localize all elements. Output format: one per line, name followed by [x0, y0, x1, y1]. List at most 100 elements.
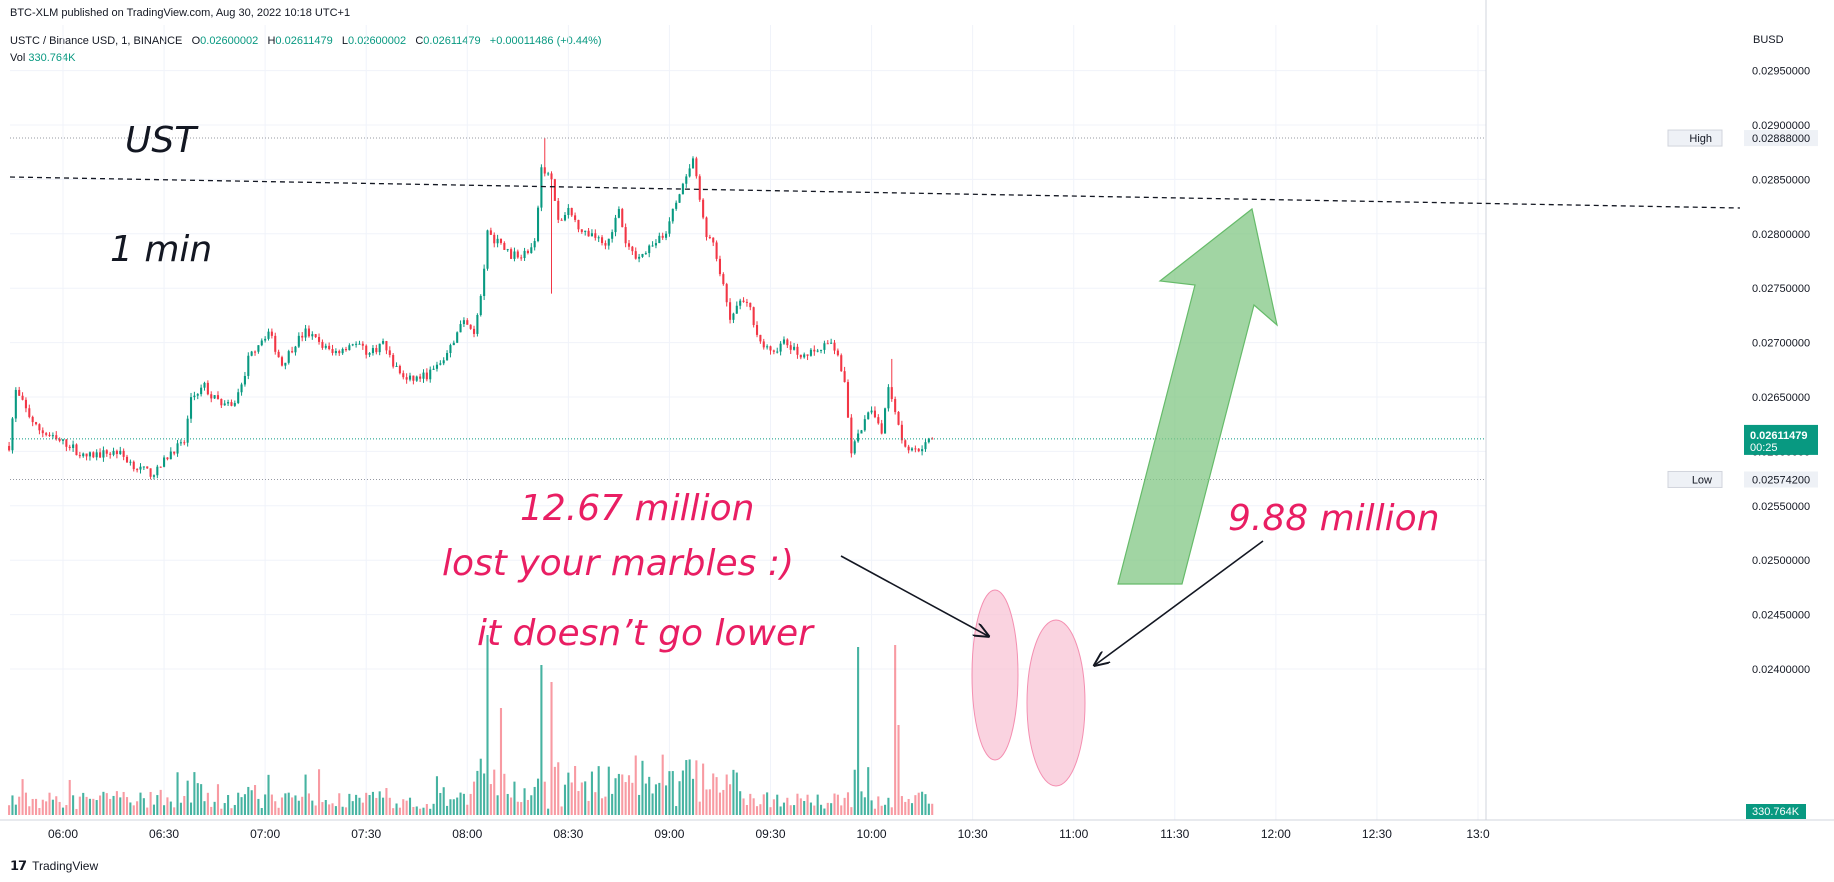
volume-bar: [85, 796, 88, 815]
volume-bar: [223, 803, 226, 815]
volume-bar: [264, 794, 267, 815]
candle-body: [604, 243, 607, 246]
candle-body: [334, 351, 337, 354]
candle-body: [163, 457, 166, 467]
candle-body: [405, 377, 408, 380]
price-tick-label: 0.02700000: [1752, 338, 1810, 350]
volume-bar: [483, 773, 486, 815]
candle-body: [914, 448, 917, 450]
volume-bar: [752, 798, 755, 815]
candle-body: [661, 235, 664, 238]
volume-bar: [365, 792, 368, 815]
candle-body: [240, 384, 243, 393]
candle-body: [375, 348, 378, 353]
candle-body: [654, 243, 657, 246]
volume-bar: [419, 808, 422, 815]
candle-body: [493, 234, 496, 244]
volume-bar: [611, 793, 614, 815]
volume-bar: [294, 795, 297, 815]
candle-body: [274, 335, 277, 352]
candle-body: [557, 200, 560, 220]
volume-bar: [806, 794, 809, 815]
volume-bar: [809, 802, 812, 815]
volume-bar: [452, 799, 455, 815]
candle-body: [641, 253, 644, 257]
volume-bar: [24, 792, 27, 815]
volume-bar: [358, 797, 361, 815]
footer[interactable]: 𝟭𝟳 TradingView: [10, 858, 98, 874]
volume-bar: [112, 795, 115, 815]
volume-bar: [375, 797, 378, 815]
candle-body: [543, 167, 546, 174]
candle-body: [422, 372, 425, 379]
candle-body: [617, 209, 620, 218]
candle-body: [833, 342, 836, 351]
open-value: 0.02600002: [200, 35, 259, 47]
volume-bar: [196, 783, 199, 815]
price-chart[interactable]: 0.02400000 0.02450000 0.02500000 0.02550000…: [0, 0, 1834, 850]
volume-bar: [328, 804, 331, 815]
volume-bar: [671, 771, 674, 815]
candle-body: [759, 334, 762, 342]
volume-bar: [910, 803, 914, 815]
candle-body: [85, 453, 88, 457]
candle-body: [351, 344, 354, 346]
ust-label: UST: [125, 120, 199, 161]
candle-body: [755, 325, 759, 335]
volume-bar: [179, 802, 182, 815]
volume-legend[interactable]: Vol 330.764K: [10, 52, 75, 64]
low-value-box: [1744, 471, 1818, 488]
price-tick-label: 0.02650000: [1752, 392, 1810, 404]
candle-body: [840, 355, 843, 372]
trend-line: [9, 176, 1741, 209]
candle-body: [294, 346, 297, 353]
volume-bar: [230, 808, 233, 815]
candle-body: [102, 450, 105, 458]
candle-body: [931, 438, 934, 440]
volume-bar: [99, 795, 102, 815]
candle-body: [193, 395, 196, 398]
candle-body: [132, 461, 135, 470]
volume-bar: [173, 807, 176, 815]
candle-body: [789, 345, 792, 350]
volume-bar: [665, 785, 668, 815]
candle-body: [200, 387, 203, 395]
volume-bar: [547, 808, 550, 815]
candle-body: [732, 313, 735, 320]
candle-body: [739, 300, 742, 306]
volume-bar: [486, 635, 489, 815]
candle-body: [621, 209, 624, 228]
candle-body: [870, 410, 873, 413]
volume-bar: [782, 802, 786, 815]
symbol-legend[interactable]: USTC / Binance USD, 1, BINANCE O0.026000…: [10, 35, 602, 47]
volume-bar: [772, 799, 775, 815]
candle-body: [469, 324, 472, 329]
volume-bar: [813, 805, 816, 815]
volume-value: 330.764K: [1752, 806, 1800, 818]
candle-body: [166, 457, 169, 460]
volume-bar: [129, 802, 132, 815]
last-price-value: 0.02611479: [1750, 430, 1808, 442]
candle-body: [516, 251, 519, 258]
candle-body: [442, 360, 445, 364]
candle-body: [547, 173, 550, 175]
lower-annotation: it doesn’t go lower: [477, 613, 815, 654]
volume-bar: [516, 801, 519, 815]
volume-bar: [796, 793, 799, 815]
candle-body: [863, 419, 866, 431]
volume-bar: [92, 798, 95, 815]
volume-bar: [395, 803, 398, 815]
candle-body: [402, 373, 405, 378]
volume-bar: [51, 799, 54, 815]
candle-body: [435, 364, 439, 369]
volume-bar: [351, 801, 354, 815]
candle-body: [499, 238, 503, 243]
candle-body: [506, 249, 509, 251]
candle-body: [119, 450, 122, 455]
candle-body: [203, 382, 206, 388]
candle-body: [776, 351, 779, 353]
volume-bar: [267, 774, 270, 815]
volume-bar: [702, 763, 705, 815]
volume-bar: [617, 773, 620, 815]
candle-body: [149, 468, 152, 477]
